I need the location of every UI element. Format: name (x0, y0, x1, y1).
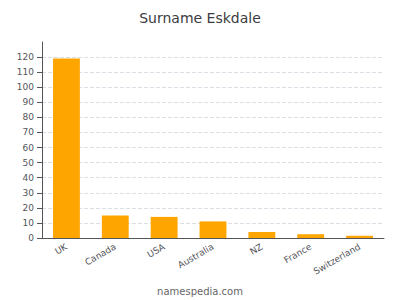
svg-text:110: 110 (17, 67, 34, 77)
svg-text:Australia: Australia (176, 242, 215, 271)
svg-text:90: 90 (23, 97, 35, 107)
svg-text:20: 20 (23, 203, 35, 213)
svg-text:50: 50 (23, 158, 35, 168)
svg-text:Switzerland: Switzerland (312, 242, 362, 277)
svg-text:USA: USA (146, 241, 168, 259)
svg-text:France: France (282, 241, 313, 265)
svg-text:80: 80 (23, 112, 35, 122)
svg-text:100: 100 (17, 82, 34, 92)
svg-text:UK: UK (53, 241, 70, 256)
svg-text:namespedia.com: namespedia.com (157, 286, 243, 297)
svg-text:NZ: NZ (248, 242, 264, 257)
svg-text:40: 40 (23, 173, 35, 183)
svg-text:120: 120 (17, 52, 34, 62)
svg-text:10: 10 (23, 218, 35, 228)
svg-text:Canada: Canada (83, 242, 118, 268)
svg-text:Surname Eskdale: Surname Eskdale (139, 10, 261, 26)
svg-text:70: 70 (23, 127, 35, 137)
svg-text:60: 60 (23, 143, 35, 153)
svg-text:30: 30 (23, 188, 35, 198)
svg-text:0: 0 (28, 233, 34, 243)
